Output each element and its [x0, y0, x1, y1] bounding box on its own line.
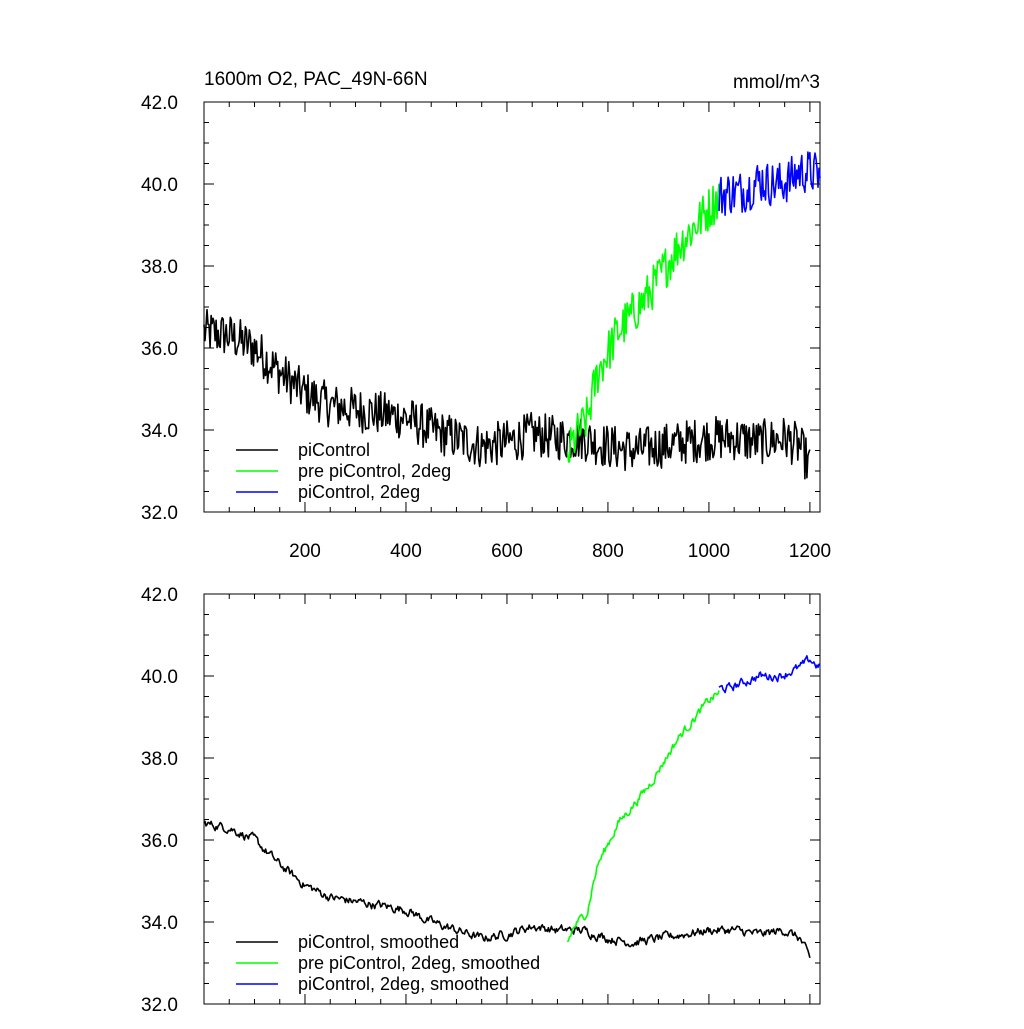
series-line-0: [203, 308, 811, 480]
y-tick-label: 34.0: [141, 913, 178, 934]
x-tick-label: 400: [390, 541, 422, 562]
legend-label: pre piControl, 2deg: [298, 461, 451, 481]
y-tick-label: 32.0: [141, 995, 178, 1016]
y-tick-label: 32.0: [141, 503, 178, 524]
legend-label: pre piControl, 2deg, smoothed: [298, 953, 540, 973]
y-tick-label: 42.0: [141, 585, 178, 606]
series-group: [203, 654, 821, 958]
y-tick-label: 34.0: [141, 421, 178, 442]
series-group: [203, 151, 821, 480]
series-line-1: [566, 183, 720, 463]
x-tick-label: 1000: [688, 541, 730, 562]
y-tick-label: 38.0: [141, 749, 178, 770]
panel-top: 1600m O2, PAC_49N-66N mmol/m^3 32.034.03…: [141, 69, 831, 562]
legend-label: piControl, smoothed: [298, 932, 459, 952]
series-line-0: [203, 820, 811, 958]
series-line-2: [718, 654, 821, 694]
x-tick-label: 200: [289, 541, 321, 562]
units-label: mmol/m^3: [733, 72, 820, 93]
y-tick-label: 36.0: [141, 339, 178, 360]
y-tick-label: 40.0: [141, 667, 178, 688]
series-line-1: [566, 690, 720, 943]
axes: 32.0 34.0 36.0 38.0 40.0 42.0: [141, 585, 820, 1016]
legend-label: piControl, 2deg: [298, 482, 420, 502]
panel-bottom: 32.0 34.0 36.0 38.0 40.0 42.0 piControl, smoo…: [141, 585, 821, 1016]
y-tick-label: 40.0: [141, 175, 178, 196]
legend-label: piControl: [298, 440, 370, 460]
x-tick-label: 600: [491, 541, 523, 562]
y-tick-label: 42.0: [141, 93, 178, 114]
chart-title: 1600m O2, PAC_49N-66N: [204, 69, 428, 90]
x-tick-label: 800: [592, 541, 624, 562]
y-tick-label: 36.0: [141, 831, 178, 852]
series-line-2: [718, 151, 821, 216]
y-tick-label: 38.0: [141, 257, 178, 278]
x-tick-label: 1200: [789, 541, 831, 562]
legend-label: piControl, 2deg, smoothed: [298, 974, 509, 994]
axes: 32.0 34.0 36.0 38.0 40.0 42.0 200 400 600 800 1000…: [141, 93, 831, 562]
